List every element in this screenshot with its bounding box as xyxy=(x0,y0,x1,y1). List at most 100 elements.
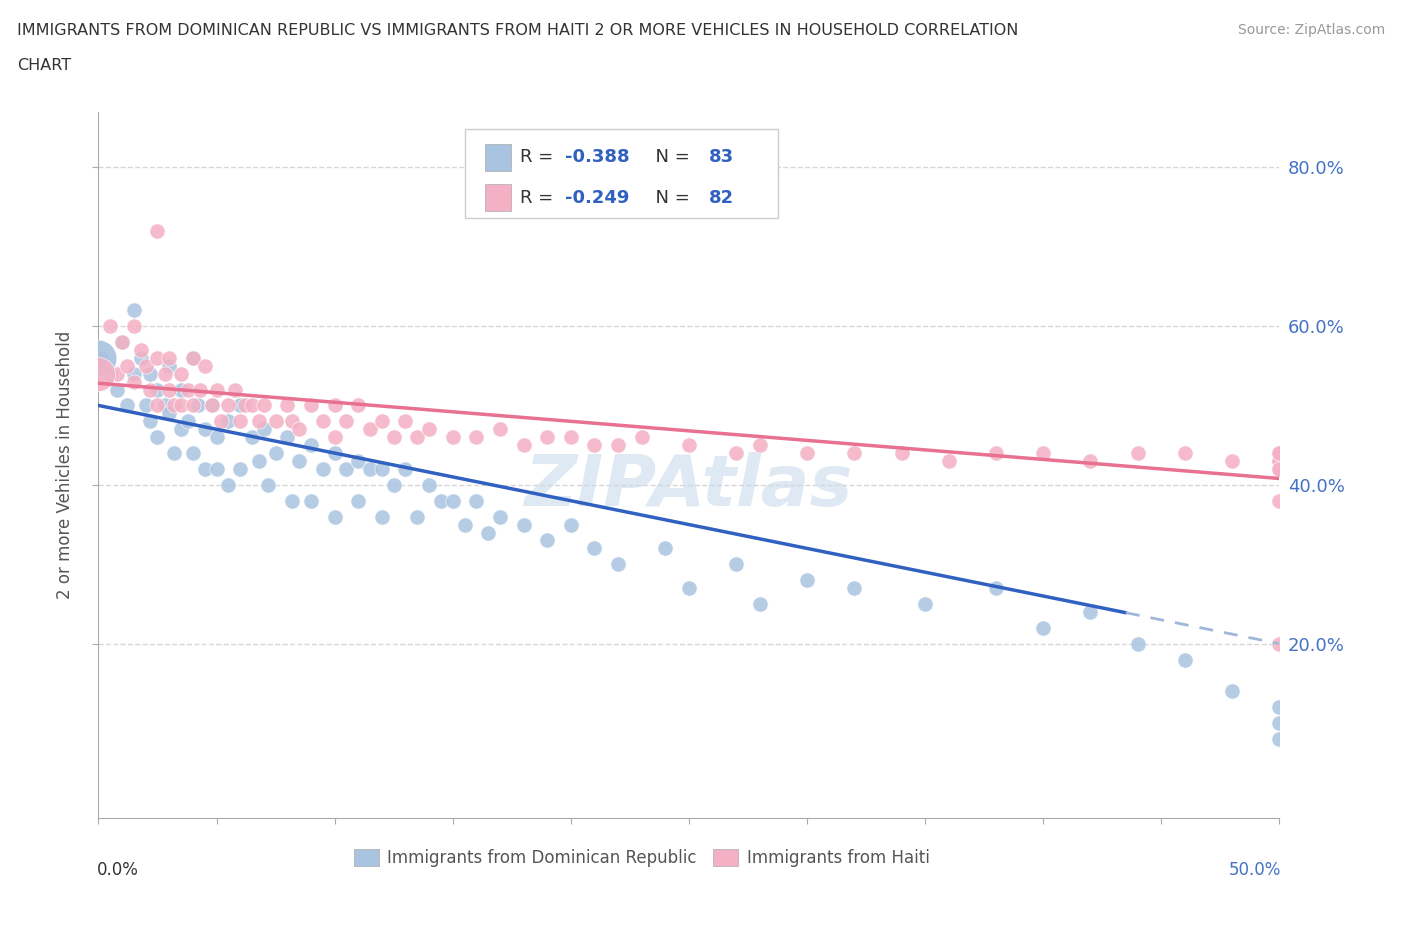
Point xyxy=(323,430,346,445)
Point xyxy=(201,398,224,413)
Point xyxy=(87,351,110,365)
Point xyxy=(465,430,488,445)
Point xyxy=(583,541,606,556)
Point xyxy=(194,358,217,373)
Point xyxy=(1268,732,1291,747)
Point xyxy=(725,445,748,460)
Point xyxy=(135,398,157,413)
Point xyxy=(418,422,440,437)
Point xyxy=(1268,445,1291,460)
Point xyxy=(844,445,866,460)
Point xyxy=(163,398,186,413)
Point xyxy=(281,493,304,508)
Point xyxy=(1080,604,1102,619)
Point xyxy=(276,430,298,445)
Point xyxy=(122,374,145,389)
Point xyxy=(607,557,630,572)
Point xyxy=(194,422,217,437)
Point xyxy=(748,438,770,453)
Point xyxy=(1080,454,1102,469)
Point xyxy=(1268,493,1291,508)
Point xyxy=(890,445,912,460)
Point xyxy=(335,414,357,429)
Text: CHART: CHART xyxy=(17,58,70,73)
Point xyxy=(1220,684,1243,698)
FancyBboxPatch shape xyxy=(464,129,778,218)
Point xyxy=(229,398,252,413)
Point xyxy=(90,351,112,365)
Point xyxy=(201,398,224,413)
Point xyxy=(1220,454,1243,469)
Y-axis label: 2 or more Vehicles in Household: 2 or more Vehicles in Household xyxy=(56,331,75,599)
Point xyxy=(725,557,748,572)
Point xyxy=(630,430,652,445)
Point xyxy=(194,461,217,476)
Point xyxy=(1268,699,1291,714)
Point xyxy=(1174,445,1197,460)
Point xyxy=(281,414,304,429)
Point xyxy=(536,430,558,445)
Point xyxy=(938,454,960,469)
Point xyxy=(205,461,228,476)
Text: -0.388: -0.388 xyxy=(565,148,630,166)
Point xyxy=(157,405,180,420)
Point xyxy=(181,398,204,413)
Legend: Immigrants from Dominican Republic, Immigrants from Haiti: Immigrants from Dominican Republic, Immi… xyxy=(347,843,936,873)
Point xyxy=(129,351,152,365)
Point xyxy=(1268,636,1291,651)
Point xyxy=(371,510,394,525)
Point xyxy=(335,461,357,476)
Point xyxy=(157,382,180,397)
Point xyxy=(1032,620,1054,635)
Point xyxy=(1268,445,1291,460)
Point xyxy=(512,517,534,532)
Point xyxy=(1268,461,1291,476)
Point xyxy=(312,414,335,429)
Point xyxy=(139,382,162,397)
Point xyxy=(224,382,246,397)
Point xyxy=(299,493,322,508)
Point xyxy=(181,445,204,460)
Point xyxy=(748,596,770,611)
Text: N =: N = xyxy=(644,189,696,206)
Point xyxy=(170,422,193,437)
Point xyxy=(371,414,394,429)
Point xyxy=(323,445,346,460)
Point xyxy=(181,351,204,365)
Point xyxy=(465,493,488,508)
Point xyxy=(1032,445,1054,460)
Text: R =: R = xyxy=(520,148,560,166)
Point xyxy=(607,438,630,453)
Point xyxy=(177,414,200,429)
Point xyxy=(406,510,429,525)
Point xyxy=(288,422,311,437)
Point xyxy=(240,398,263,413)
Point xyxy=(188,382,211,397)
Point xyxy=(170,382,193,397)
Point xyxy=(129,342,152,357)
Point xyxy=(312,461,335,476)
Point xyxy=(382,430,405,445)
Point xyxy=(796,573,818,588)
Point xyxy=(139,366,162,381)
Point xyxy=(217,414,239,429)
Point xyxy=(205,382,228,397)
Point xyxy=(347,454,370,469)
Point xyxy=(115,398,138,413)
Point xyxy=(264,445,287,460)
Point xyxy=(489,510,512,525)
Text: 83: 83 xyxy=(709,148,734,166)
Point xyxy=(276,398,298,413)
Point xyxy=(984,580,1007,595)
Point xyxy=(1268,461,1291,476)
Point xyxy=(157,358,180,373)
Point xyxy=(359,422,381,437)
Point xyxy=(187,398,209,413)
Text: 0.0%: 0.0% xyxy=(97,861,139,879)
Point xyxy=(844,580,866,595)
Point xyxy=(453,517,475,532)
Point xyxy=(122,366,145,381)
Text: Source: ZipAtlas.com: Source: ZipAtlas.com xyxy=(1237,23,1385,37)
Point xyxy=(323,510,346,525)
Point xyxy=(536,533,558,548)
